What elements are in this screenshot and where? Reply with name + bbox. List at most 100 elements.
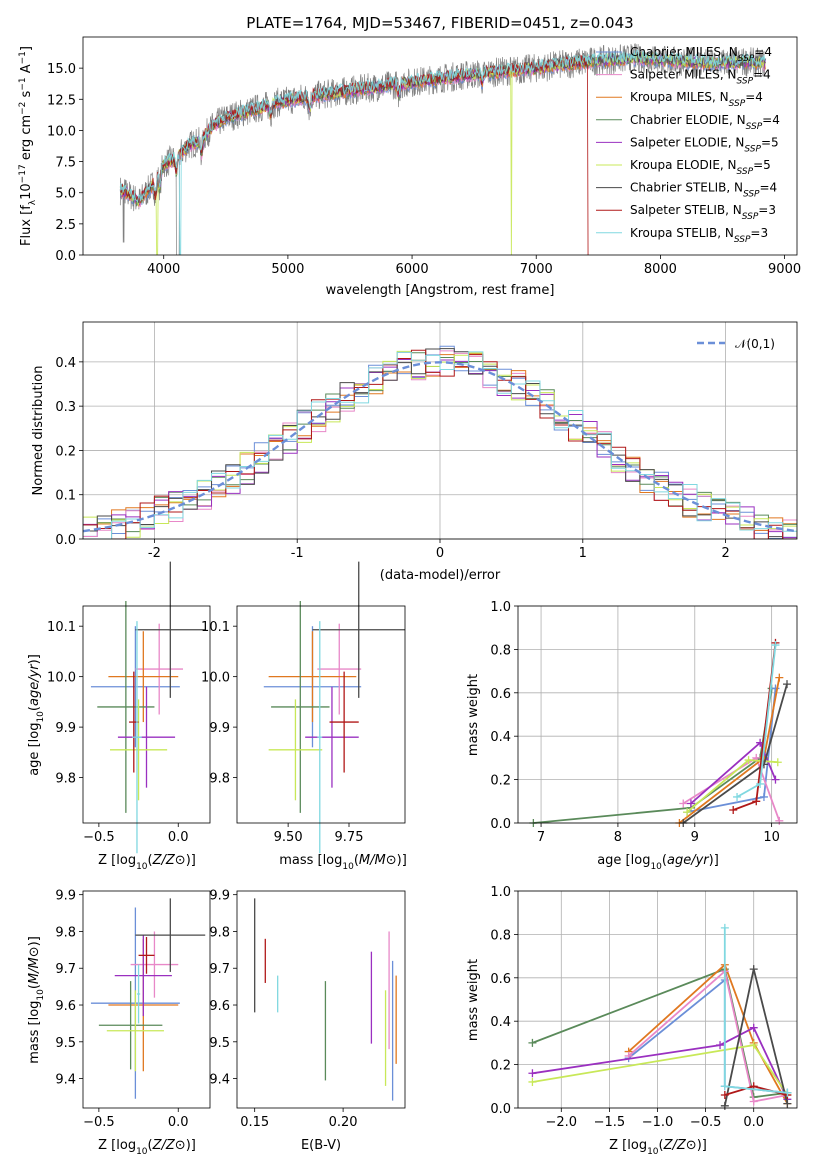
x-tick-label: 0.15 <box>240 1115 269 1130</box>
y-tick-label: 10.1 <box>47 620 76 635</box>
legend-label-kroupa_elodie: Kroupa ELODIE, NSSP=5 <box>630 158 771 177</box>
x-tick-label: 0 <box>436 546 444 561</box>
axes-frame <box>82 605 211 824</box>
legend-label-salpeter_miles: Salpeter MILES, NSSP=4 <box>630 68 771 87</box>
weight-marker-kroupa_elodie <box>528 1077 537 1086</box>
x-tick-label: 2 <box>721 546 729 561</box>
x-tick-label: −0.5 <box>83 830 115 845</box>
weight-marker-salpeter_miles <box>775 816 784 825</box>
axes-frame <box>82 321 798 540</box>
x-tick-label: 9000 <box>768 262 801 277</box>
axes-frame <box>517 890 798 1109</box>
x-tick-label: −1.5 <box>594 1115 626 1130</box>
y-tick-label: 2.5 <box>55 218 76 233</box>
weight-line-salpeter_elodie <box>532 1026 789 1100</box>
x-tick-label: 8000 <box>644 262 677 277</box>
weight-marker-kroupa_stelib <box>756 779 765 788</box>
y-tick-label: 0.6 <box>490 972 511 987</box>
x-tick-label: −1.0 <box>642 1115 674 1130</box>
legend-label-salpeter_stelib: Salpeter STELIB, NSSP=3 <box>630 203 776 222</box>
weight-marker-chabrier_stelib <box>720 1101 729 1110</box>
axes-frame <box>82 890 211 1109</box>
y-tick-label: 1.0 <box>490 885 511 900</box>
y-tick-label: 0.4 <box>490 730 511 745</box>
weight-marker-chabrier_elodie <box>528 1038 537 1047</box>
legend-label-chabrier_elodie: Chabrier ELODIE, NSSP=4 <box>630 113 780 132</box>
weight-marker-salpeter_stelib <box>720 1090 729 1099</box>
x-tick-label: 0.0 <box>168 830 189 845</box>
y-tick-label: 9.8 <box>209 925 230 940</box>
x-tick-label: 0.0 <box>743 1115 764 1130</box>
normal-curve <box>83 361 797 533</box>
histogram-plot-area <box>83 345 797 539</box>
x-axis-label: Z [log10(Z/Z⊙)] <box>98 853 196 872</box>
y-tick-label: 0.8 <box>490 643 511 658</box>
weight-marker-salpeter_elodie <box>686 799 695 808</box>
y-tick-label: 9.4 <box>209 1073 230 1088</box>
weight-marker-kroupa_stelib <box>771 641 780 650</box>
legend-label-chabrier_miles: Chabrier MILES, NSSP=4 <box>630 45 772 64</box>
x-tick-label: 9.50 <box>274 830 303 845</box>
weight-line-kroupa_miles <box>627 963 789 1105</box>
y-tick-label: 0.0 <box>490 1102 511 1117</box>
x-tick-label: 1 <box>579 546 587 561</box>
axes-frame <box>236 890 406 1109</box>
x-tick-label: −0.5 <box>690 1115 722 1130</box>
y-axis-label: age [log10(age/yr)] <box>27 654 46 776</box>
y-tick-label: 0.0 <box>490 817 511 832</box>
x-axis-label: E(B-V) <box>301 1138 341 1153</box>
legend-label-chabrier_stelib: Chabrier STELIB, NSSP=4 <box>630 181 777 200</box>
y-axis-label: mass [log10(M/M⊙)] <box>27 936 46 1064</box>
x-tick-label: -2 <box>148 546 161 561</box>
weight-marker-salpeter_elodie <box>749 1023 758 1032</box>
y-tick-label: 9.9 <box>55 889 76 904</box>
y-tick-label: 12.5 <box>47 93 76 108</box>
chart-title: PLATE=1764, MJD=53467, FIBERID=0451, z=0… <box>246 14 633 32</box>
weight-marker-salpeter_miles <box>749 1097 758 1106</box>
x-tick-label: 8 <box>614 830 622 845</box>
x-tick-label: 9.75 <box>335 830 364 845</box>
histogram-kroupa_stelib <box>83 351 797 539</box>
x-axis-label: mass [log10(M/M⊙)] <box>279 853 407 872</box>
y-tick-label: 9.9 <box>209 721 230 736</box>
weight-marker-kroupa_stelib <box>783 1088 792 1097</box>
weight-marker-kroupa_stelib <box>720 923 729 932</box>
y-tick-label: 5.0 <box>55 187 76 202</box>
y-axis-label: mass weight <box>466 959 481 1041</box>
weight-marker-kroupa_elodie <box>773 758 782 767</box>
y-tick-label: 9.7 <box>209 962 230 977</box>
y-tick-label: 0.2 <box>490 1059 511 1074</box>
y-tick-label: 9.7 <box>55 962 76 977</box>
y-axis-label: mass weight <box>466 674 481 756</box>
x-axis-label: wavelength [Angstrom, rest frame] <box>326 283 555 298</box>
y-tick-label: 0.1 <box>55 489 76 504</box>
model-spectrum-kroupa_stelib <box>119 49 766 255</box>
x-tick-label: 10 <box>763 830 780 845</box>
weight-marker-chabrier_miles <box>759 792 768 801</box>
weight-marker-kroupa_stelib <box>720 1082 729 1091</box>
y-tick-label: 9.6 <box>55 999 76 1014</box>
legend-label-kroupa_stelib: Kroupa STELIB, NSSP=3 <box>630 226 768 245</box>
legend-label-salpeter_elodie: Salpeter ELODIE, NSSP=5 <box>630 135 779 154</box>
y-tick-label: 9.8 <box>55 925 76 940</box>
y-tick-label: 7.5 <box>55 156 76 171</box>
x-tick-label: −2.0 <box>546 1115 578 1130</box>
y-tick-label: 9.8 <box>209 772 230 787</box>
y-tick-label: 0.0 <box>55 533 76 548</box>
weight-marker-salpeter_elodie <box>716 1041 725 1050</box>
x-axis-label: Z [log10(Z/Z⊙)] <box>609 1138 707 1157</box>
y-axis-label: Flux [fλ10−17 erg cm−2 s−1 A−1] <box>18 46 38 246</box>
y-tick-label: 10.0 <box>47 124 76 139</box>
y-tick-label: 9.4 <box>55 1073 76 1088</box>
x-axis-label: (data-model)/error <box>380 568 501 583</box>
weight-marker-kroupa_elodie <box>744 756 753 765</box>
weight-marker-kroupa_miles <box>775 673 784 682</box>
axes-frame <box>517 605 798 824</box>
x-tick-label: 4000 <box>147 262 180 277</box>
spectrum-plot-area <box>119 43 767 255</box>
weight-marker-chabrier_stelib <box>749 965 758 974</box>
x-tick-label: 7 <box>537 830 545 845</box>
y-tick-label: 0.2 <box>490 774 511 789</box>
weight-marker-salpeter_elodie <box>528 1069 537 1078</box>
